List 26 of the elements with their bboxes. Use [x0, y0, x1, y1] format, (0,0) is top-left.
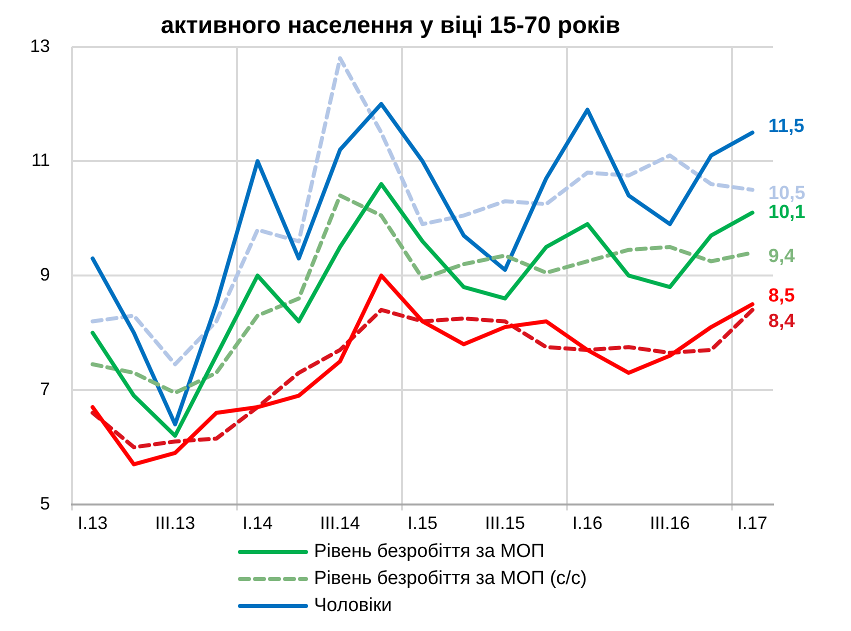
data-label: 8,5: [768, 285, 796, 306]
chart-title: активного населення у віці 15-70 років: [160, 12, 620, 40]
data-label: 10,5: [768, 183, 806, 204]
x-tick-label: I.15: [407, 513, 438, 534]
legend-label: Чоловіки: [314, 594, 392, 616]
line-series: [90, 308, 754, 450]
y-tick-label: 11: [31, 150, 50, 170]
x-tick-label: I.14: [242, 513, 273, 534]
data-label: 11,5: [768, 116, 805, 137]
x-tick-label: III.14: [320, 513, 360, 534]
x-tick-label: I.17: [737, 513, 768, 534]
line-series: [90, 56, 754, 366]
y-tick-label: 13: [30, 36, 50, 56]
legend-label: Рівень безробіття за МОП (с/с): [314, 568, 587, 590]
x-tick-label: I.16: [572, 513, 602, 534]
data-label: 10,1: [768, 202, 806, 223]
x-tick-label: III.15: [484, 513, 525, 534]
legend-label: Рівень безробіття за МОП: [314, 540, 545, 562]
data-label: 8,4: [768, 311, 796, 332]
y-tick-label: 5: [40, 493, 50, 514]
y-tick-label: 9: [40, 264, 50, 285]
x-tick-label: III.16: [650, 513, 690, 534]
y-tick-label: 7: [40, 378, 50, 399]
x-tick-label: I.13: [78, 513, 108, 534]
data-label: 9,4: [768, 246, 796, 267]
x-tick-label: III.13: [155, 513, 196, 534]
